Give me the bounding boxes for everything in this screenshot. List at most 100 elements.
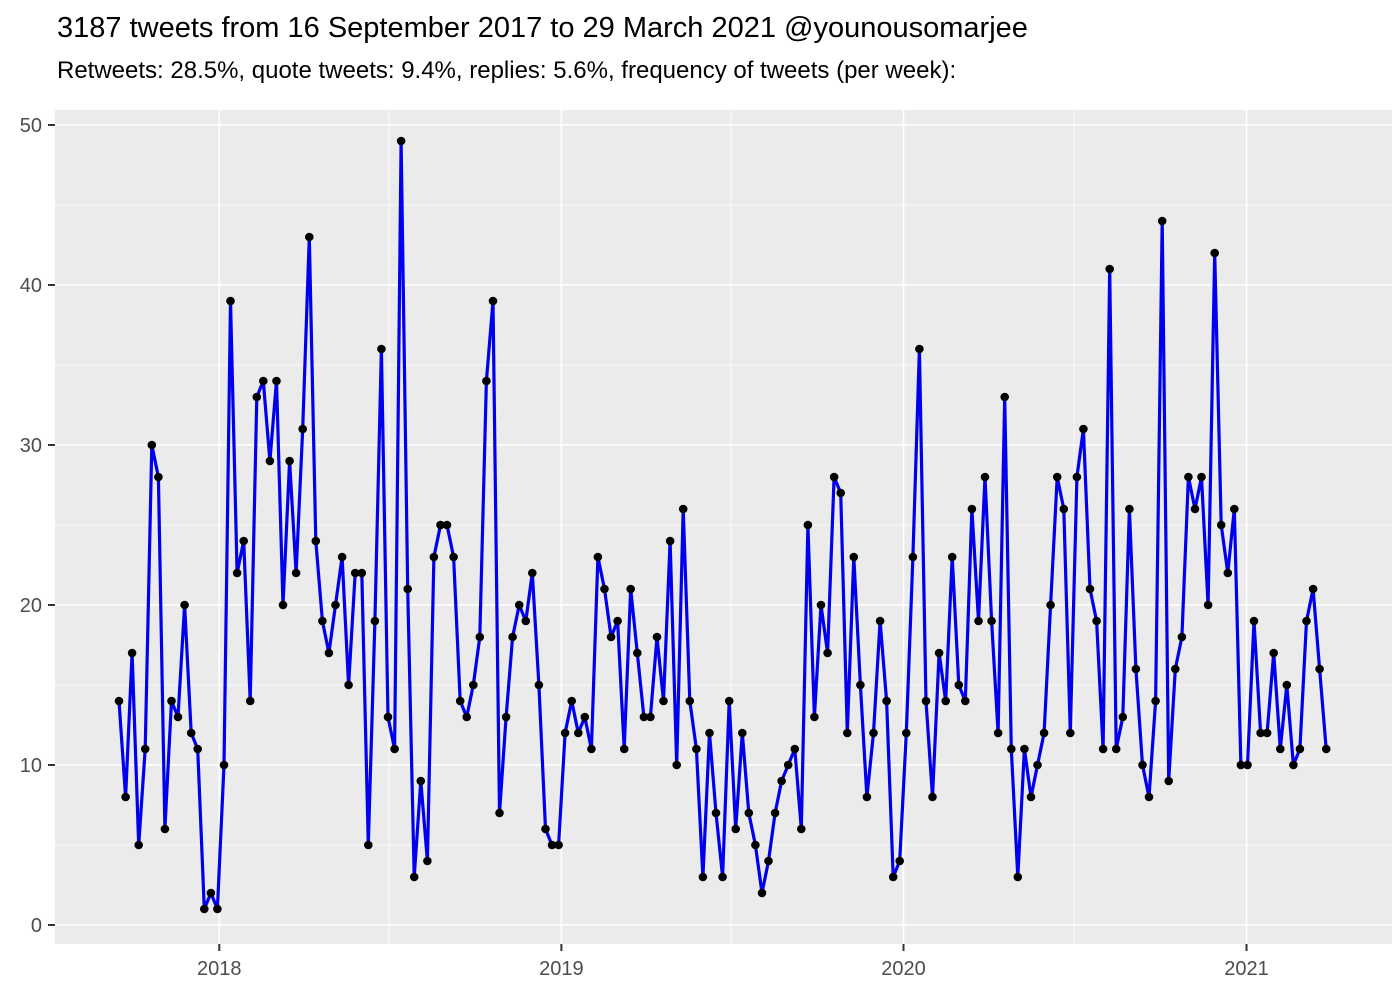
data-point bbox=[947, 552, 957, 562]
data-point bbox=[1164, 776, 1173, 786]
data-point bbox=[580, 712, 590, 722]
data-point bbox=[882, 696, 891, 706]
data-point bbox=[764, 856, 773, 866]
data-point bbox=[114, 696, 124, 706]
data-point bbox=[1308, 584, 1318, 594]
data-point bbox=[200, 904, 209, 914]
data-point bbox=[1282, 680, 1292, 690]
data-point bbox=[357, 568, 367, 578]
data-point bbox=[961, 696, 970, 706]
x-axis-label: 2020 bbox=[881, 958, 926, 980]
data-point bbox=[337, 552, 347, 562]
data-point bbox=[600, 584, 609, 594]
data-point bbox=[875, 616, 885, 626]
data-point bbox=[160, 824, 170, 834]
data-point bbox=[1039, 728, 1049, 738]
data-point bbox=[744, 808, 754, 818]
data-point bbox=[810, 712, 819, 722]
data-point bbox=[514, 600, 524, 610]
data-point bbox=[797, 824, 806, 834]
data-point bbox=[416, 776, 426, 786]
data-point bbox=[265, 456, 275, 466]
data-point bbox=[1092, 616, 1101, 626]
data-point bbox=[331, 600, 340, 610]
data-point bbox=[1033, 760, 1042, 770]
y-axis-label: 30 bbox=[20, 435, 42, 457]
data-point bbox=[245, 696, 255, 706]
data-point bbox=[1118, 712, 1128, 722]
data-point bbox=[915, 344, 924, 354]
data-point bbox=[298, 424, 308, 434]
data-point bbox=[154, 472, 163, 482]
data-point bbox=[278, 600, 288, 610]
data-point bbox=[429, 552, 439, 562]
data-point bbox=[856, 680, 865, 690]
data-point bbox=[442, 520, 452, 530]
data-point bbox=[1098, 744, 1108, 754]
data-point bbox=[1138, 760, 1147, 770]
data-point bbox=[186, 728, 196, 738]
x-axis-label: 2021 bbox=[1224, 958, 1269, 980]
data-point bbox=[783, 760, 793, 770]
data-point bbox=[127, 648, 137, 658]
x-axis-label: 2019 bbox=[539, 958, 584, 980]
data-point bbox=[1000, 392, 1009, 402]
data-point bbox=[1151, 696, 1160, 706]
data-point bbox=[934, 648, 944, 658]
data-point bbox=[1256, 728, 1265, 738]
data-point bbox=[1230, 504, 1239, 514]
data-point bbox=[291, 568, 301, 578]
data-point bbox=[436, 520, 445, 530]
data-point bbox=[259, 376, 268, 386]
data-point bbox=[1020, 744, 1029, 754]
data-point bbox=[350, 568, 360, 578]
data-point bbox=[1243, 760, 1252, 770]
data-point bbox=[606, 632, 616, 642]
data-point bbox=[1059, 504, 1069, 514]
data-point bbox=[862, 792, 872, 802]
data-point bbox=[140, 744, 150, 754]
data-point bbox=[593, 552, 603, 562]
data-point bbox=[613, 616, 622, 626]
data-point bbox=[528, 568, 537, 578]
data-point bbox=[1223, 568, 1233, 578]
data-point bbox=[921, 696, 931, 706]
data-point bbox=[639, 712, 649, 722]
data-point bbox=[619, 744, 629, 754]
data-point bbox=[659, 696, 668, 706]
data-point bbox=[409, 872, 419, 882]
y-axis-label: 0 bbox=[31, 915, 42, 937]
data-point bbox=[1072, 472, 1082, 482]
data-point bbox=[403, 584, 413, 594]
data-point bbox=[311, 536, 321, 546]
data-point bbox=[1111, 744, 1121, 754]
data-point bbox=[816, 600, 826, 610]
data-point bbox=[1249, 616, 1259, 626]
data-point bbox=[1007, 744, 1016, 754]
data-point bbox=[869, 728, 878, 738]
data-point bbox=[587, 744, 596, 754]
data-point bbox=[646, 712, 655, 722]
data-point bbox=[239, 536, 248, 546]
data-point bbox=[993, 728, 1003, 738]
data-point bbox=[305, 232, 314, 242]
data-point bbox=[698, 872, 708, 882]
data-point bbox=[803, 520, 813, 530]
data-point bbox=[206, 888, 216, 898]
data-point bbox=[475, 632, 485, 642]
data-point bbox=[193, 744, 202, 754]
data-point bbox=[213, 904, 222, 914]
data-point bbox=[173, 712, 183, 722]
data-point bbox=[567, 696, 576, 706]
data-point bbox=[547, 840, 557, 850]
plot-title: 3187 tweets from 16 September 2017 to 29… bbox=[57, 12, 1028, 44]
data-point bbox=[692, 744, 701, 754]
data-point bbox=[1269, 648, 1278, 658]
data-point bbox=[147, 440, 157, 450]
data-point bbox=[1131, 664, 1141, 674]
data-point bbox=[829, 472, 839, 482]
data-point bbox=[724, 696, 734, 706]
data-point bbox=[377, 344, 386, 354]
data-point bbox=[974, 616, 983, 626]
data-point bbox=[1302, 616, 1311, 626]
